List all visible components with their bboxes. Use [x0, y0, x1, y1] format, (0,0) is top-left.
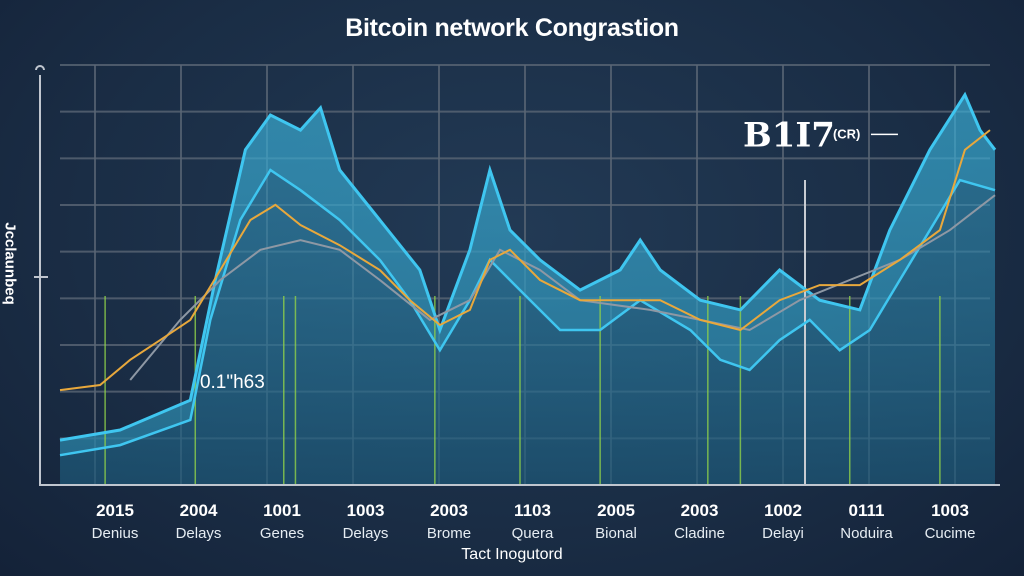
- x-tick-sublabel: Brome: [427, 525, 471, 542]
- annotation-value: B1I7: [743, 115, 835, 155]
- x-tick-sublabel: Cladine: [674, 525, 725, 542]
- x-tick-label: 2015: [96, 501, 134, 520]
- axis-lines: [39, 75, 1000, 486]
- x-tick-sublabel: Delays: [343, 525, 389, 542]
- series-orange-line: [59, 129, 991, 392]
- chart-title: Bitcoin network Congrastion: [345, 14, 679, 42]
- x-tick-label: 1103: [514, 501, 551, 520]
- area-fill: [60, 94, 995, 486]
- axis-cap: [35, 65, 45, 71]
- x-tick-sublabel: Cucime: [925, 525, 976, 542]
- x-tick-label: 0111: [849, 501, 885, 520]
- x-tick-sublabel: Delays: [176, 525, 222, 542]
- x-tick-label: 2004: [180, 501, 218, 520]
- x-tick-label: 1002: [764, 501, 802, 520]
- x-tick-label: 2003: [681, 501, 719, 520]
- x-tick-sublabel: Noduira: [840, 525, 893, 542]
- x-tick-sublabel: Delayi: [762, 525, 804, 542]
- x-tick-sublabel: Denius: [92, 525, 139, 542]
- x-tick-sublabel: Genes: [260, 525, 304, 542]
- annotation-unit: (CR): [833, 126, 860, 141]
- x-tick-label: 1001: [263, 501, 301, 520]
- series-upper-line: [59, 91, 997, 442]
- annotation-label: 0.1"h63: [200, 372, 265, 393]
- x-axis-label: Tact Inogutord: [461, 546, 563, 563]
- x-tick-label: 1003: [931, 501, 969, 520]
- x-tick-label: 2003: [430, 501, 468, 520]
- series-lower-line: [59, 168, 996, 457]
- x-tick-label: 1003: [347, 501, 385, 520]
- x-tick-sublabel: Quera: [512, 525, 554, 542]
- x-tick-label: 2005: [597, 501, 635, 520]
- x-tick-sublabel: Bional: [595, 525, 637, 542]
